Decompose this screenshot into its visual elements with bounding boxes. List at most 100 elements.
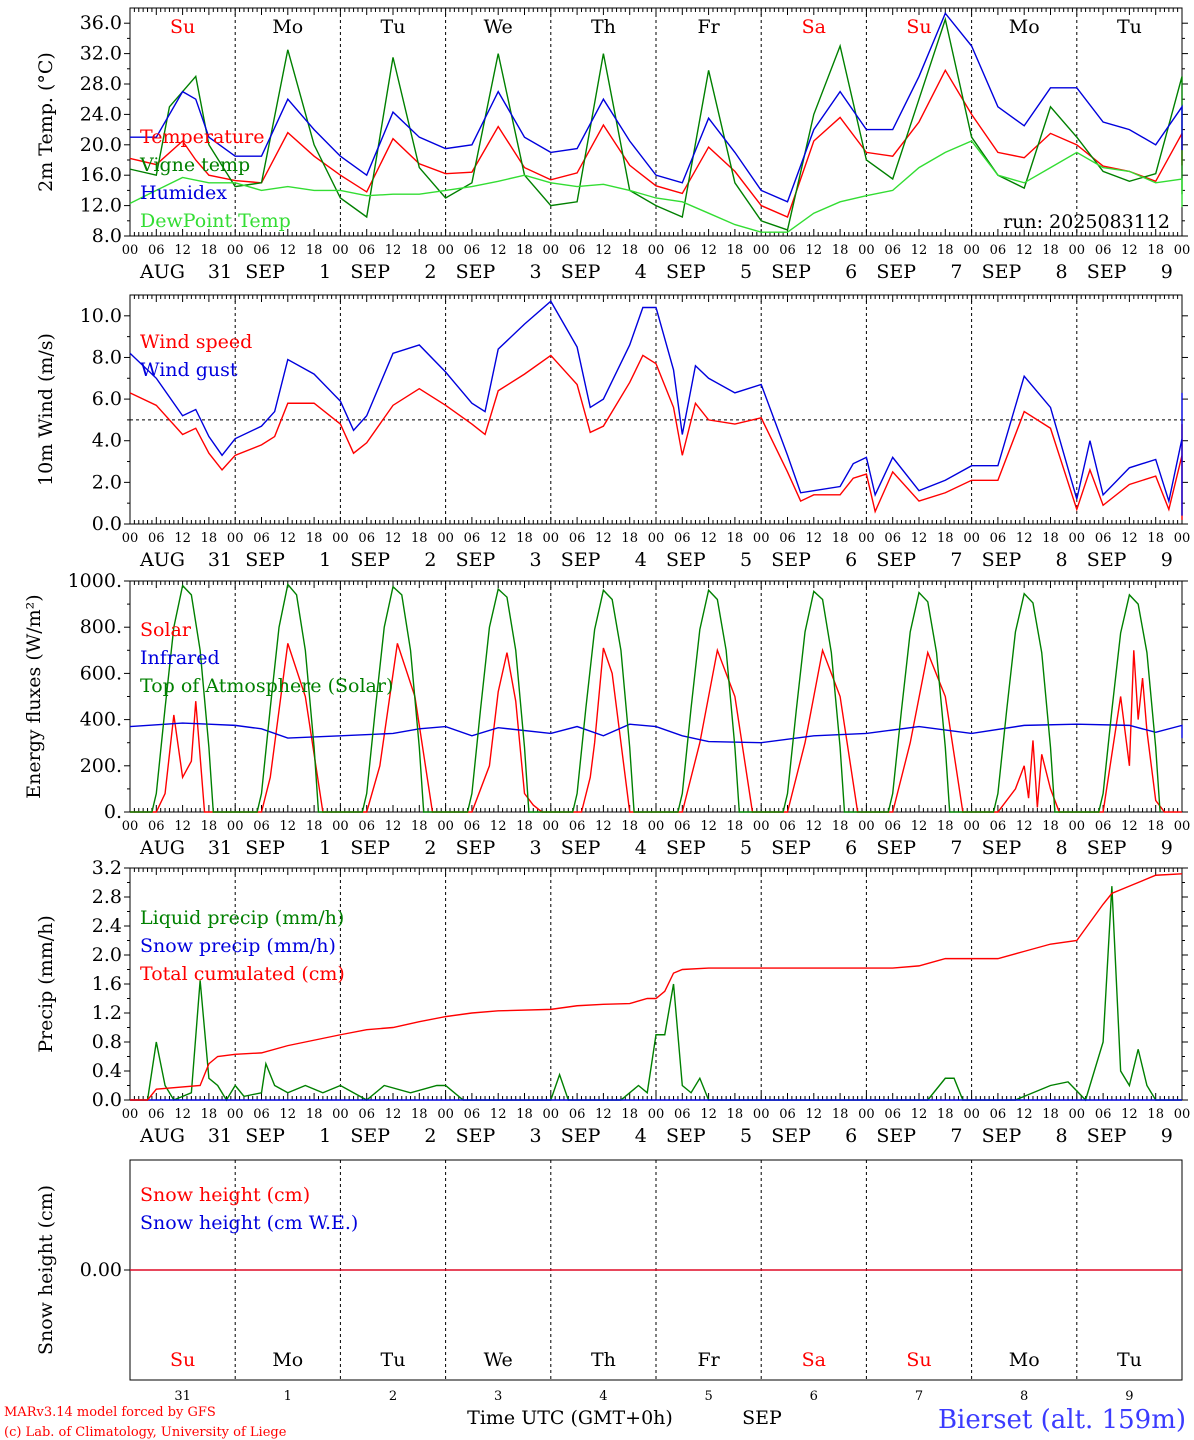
- series-wind-gust: [129, 300, 1183, 516]
- hour-tick-label: 12: [806, 243, 823, 258]
- hour-tick-label: 00: [1069, 1107, 1086, 1122]
- date-label-day: 1: [319, 549, 331, 571]
- bottom-day-label: Fr: [697, 1349, 720, 1371]
- footer-month: SEP: [742, 1407, 782, 1429]
- hour-tick-label: 18: [937, 819, 954, 834]
- hour-tick-label: 06: [1095, 531, 1112, 546]
- hour-tick-label: 18: [621, 531, 638, 546]
- hour-tick-label: 18: [1147, 243, 1164, 258]
- date-label-month: SEP: [456, 549, 496, 571]
- hour-tick-label: 06: [148, 1107, 165, 1122]
- date-label-day: 31: [208, 1125, 232, 1147]
- hour-tick-label: 06: [779, 819, 796, 834]
- date-label-day: 8: [1056, 1125, 1068, 1147]
- hour-tick-label: 12: [174, 1107, 191, 1122]
- hour-tick-label: 12: [490, 1107, 507, 1122]
- hour-tick-label: 00: [753, 243, 770, 258]
- hour-tick-label: 12: [700, 1107, 717, 1122]
- hour-tick-label: 06: [674, 243, 691, 258]
- hour-tick-label: 00: [543, 531, 560, 546]
- hour-tick-label: 00: [963, 531, 980, 546]
- hour-tick-label: 00: [858, 819, 875, 834]
- y-tick-label: 1.6: [92, 973, 122, 995]
- hour-tick-label: 00: [858, 1107, 875, 1122]
- hour-tick-label: 18: [937, 1107, 954, 1122]
- hour-tick-label: 18: [727, 1107, 744, 1122]
- hour-tick-label: 18: [1042, 1107, 1059, 1122]
- hour-tick-label: 06: [779, 531, 796, 546]
- date-label-day: 31: [208, 261, 232, 283]
- hour-tick-label: 06: [358, 819, 375, 834]
- series-humidex: [130, 11, 1183, 203]
- hour-tick-label: 18: [1147, 531, 1164, 546]
- hour-tick-label: 12: [700, 243, 717, 258]
- date-label-month: SEP: [245, 837, 285, 859]
- hour-tick-label: 00: [437, 1107, 454, 1122]
- hour-tick-label: 12: [1016, 1107, 1033, 1122]
- y-axis-title: Energy fluxes (W/m²): [23, 594, 45, 798]
- bottom-day-number: 9: [1125, 1389, 1133, 1404]
- y-tick-label: 32.0: [80, 43, 122, 65]
- hour-tick-label: 00: [1069, 243, 1086, 258]
- hour-tick-label: 00: [543, 819, 560, 834]
- y-axis-title: 2m Temp. (°C): [35, 52, 57, 192]
- y-tick-label: 24.0: [80, 103, 122, 125]
- hour-tick-label: 06: [884, 531, 901, 546]
- y-tick-label: 2.0: [92, 944, 122, 966]
- hour-tick-label: 00: [753, 819, 770, 834]
- legend-snow-precip-mm-h-: Snow precip (mm/h): [140, 935, 336, 957]
- date-label-day: 5: [740, 549, 752, 571]
- legend-top-of-atmosphere-solar-: Top of Atmosphere (Solar): [140, 675, 393, 697]
- date-label-day: 4: [635, 261, 647, 283]
- hour-tick-label: 12: [385, 819, 402, 834]
- bottom-day-number: 4: [599, 1389, 607, 1404]
- header-day-label: Su: [906, 16, 931, 38]
- header-day-label: Su: [170, 16, 195, 38]
- legend-liquid-precip-mm-h-: Liquid precip (mm/h): [140, 907, 344, 929]
- date-label-month: SEP: [245, 549, 285, 571]
- date-label-month: AUG: [139, 837, 185, 859]
- y-tick-label: 800.: [80, 616, 122, 638]
- y-tick-label: 0.0: [92, 1089, 122, 1111]
- date-label-day: 6: [845, 261, 857, 283]
- bottom-day-number: 7: [915, 1389, 923, 1404]
- hour-tick-label: 06: [990, 243, 1007, 258]
- header-day-label: Mo: [1009, 16, 1040, 38]
- date-label-day: 5: [740, 261, 752, 283]
- hour-tick-label: 00: [963, 243, 980, 258]
- hour-tick-label: 00: [648, 819, 665, 834]
- date-label-month: SEP: [350, 837, 390, 859]
- hour-tick-label: 12: [911, 1107, 928, 1122]
- date-label-month: SEP: [1087, 549, 1127, 571]
- date-label-day: 2: [424, 1125, 436, 1147]
- hour-tick-label: 06: [148, 819, 165, 834]
- date-label-month: SEP: [350, 261, 390, 283]
- hour-tick-label: 00: [543, 1107, 560, 1122]
- hour-tick-label: 00: [437, 531, 454, 546]
- hour-tick-label: 00: [1069, 819, 1086, 834]
- hour-tick-label: 00: [543, 243, 560, 258]
- footer-credit: (c) Lab. of Climatology, University of L…: [4, 1425, 287, 1440]
- hour-tick-label: 06: [990, 819, 1007, 834]
- date-label-month: SEP: [876, 837, 916, 859]
- legend-humidex: Humidex: [140, 182, 227, 204]
- hour-tick-label: 00: [332, 531, 349, 546]
- hour-tick-label: 00: [648, 243, 665, 258]
- hour-tick-label: 18: [201, 1107, 218, 1122]
- hour-tick-label: 18: [306, 243, 323, 258]
- legend-snow-height-cm-: Snow height (cm): [140, 1184, 310, 1206]
- y-axis-title: Precip (mm/h): [35, 915, 57, 1053]
- date-label-month: SEP: [561, 549, 601, 571]
- hour-tick-label: 06: [884, 243, 901, 258]
- hour-tick-label: 06: [569, 1107, 586, 1122]
- hour-tick-label: 12: [911, 243, 928, 258]
- footer-model: MARv3.14 model forced by GFS: [4, 1405, 216, 1420]
- hour-tick-label: 12: [595, 531, 612, 546]
- date-label-day: 6: [845, 549, 857, 571]
- hour-tick-label: 00: [227, 819, 244, 834]
- legend-temperature: Temperature: [140, 126, 264, 148]
- hour-tick-label: 12: [174, 531, 191, 546]
- hour-tick-label: 00: [227, 1107, 244, 1122]
- date-label-month: SEP: [771, 549, 811, 571]
- hour-tick-label: 18: [1042, 531, 1059, 546]
